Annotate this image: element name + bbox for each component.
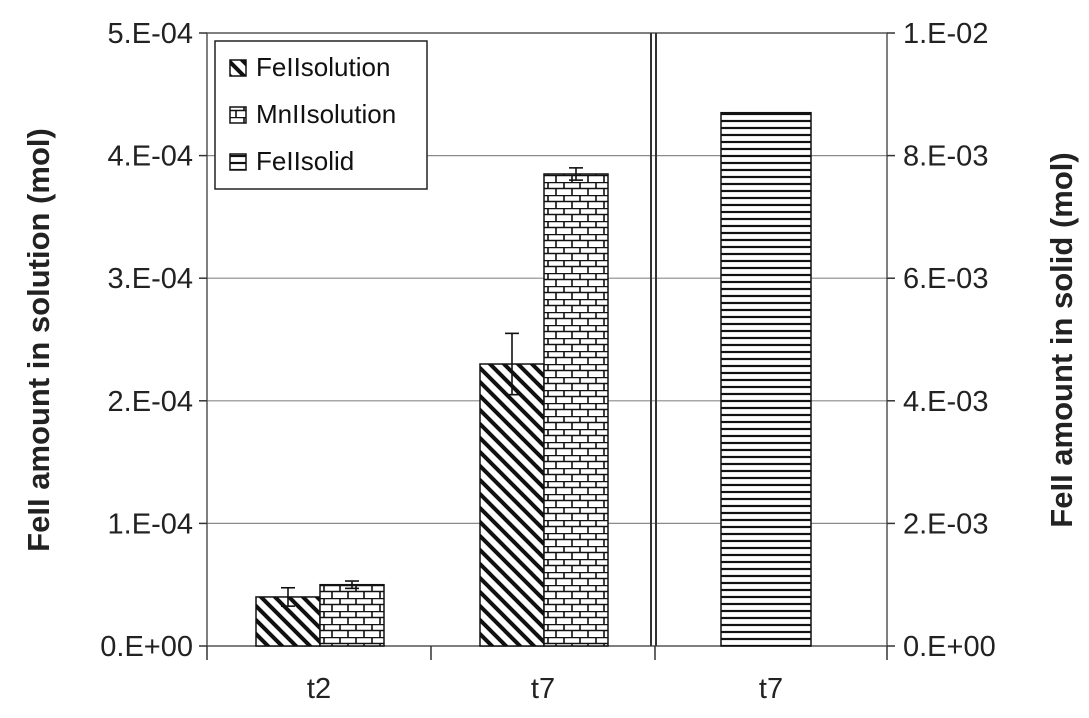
y-tick-label-left: 1.E-04 xyxy=(108,508,193,540)
legend-swatch xyxy=(229,106,247,124)
y-tick-label-left: 5.E-04 xyxy=(108,18,193,50)
y-tick-label-left: 0.E+00 xyxy=(100,631,193,663)
y-tick-label-right: 0.E+00 xyxy=(903,631,996,663)
bar xyxy=(319,583,385,647)
legend-label: FeIIsolution xyxy=(256,52,390,82)
y-tick-label-left: 2.E-04 xyxy=(108,386,193,418)
x-tick-label: t2 xyxy=(307,673,331,705)
legend-box xyxy=(214,40,428,190)
y-tick-label-right: 1.E-02 xyxy=(903,18,988,50)
y-tick-label-right: 2.E-03 xyxy=(903,508,988,540)
x-tick-label: t7 xyxy=(759,673,783,705)
legend-label: FeIIsolid xyxy=(256,146,354,176)
legend-swatch xyxy=(229,59,247,77)
y-tick-label-right: 4.E-03 xyxy=(903,386,988,418)
legend-label: MnIIsolution xyxy=(256,99,396,129)
x-tick-label: t7 xyxy=(531,673,555,705)
y-tick-label-right: 8.E-03 xyxy=(903,141,988,173)
y-tick-label-left: 4.E-04 xyxy=(108,141,193,173)
bar xyxy=(720,111,812,647)
legend: FeIIsolution MnIIsolution FeIIsolid xyxy=(214,40,428,190)
bar xyxy=(543,173,609,647)
legend-swatch xyxy=(229,153,247,171)
bars-layer xyxy=(255,111,812,647)
y-axis-right-title: FeII amount in solid (mol) xyxy=(1044,152,1079,527)
y-tick-label-left: 3.E-04 xyxy=(108,263,193,295)
bar xyxy=(479,363,545,647)
y-axis-left-title: FeII amount in solution (mol) xyxy=(21,128,56,552)
axes-layer: 0.E+00 0.E+00 1.E-04 2.E-03 2.E-04 4.E-03 3.E-… xyxy=(100,18,995,705)
y-tick-label-right: 6.E-03 xyxy=(903,263,988,295)
